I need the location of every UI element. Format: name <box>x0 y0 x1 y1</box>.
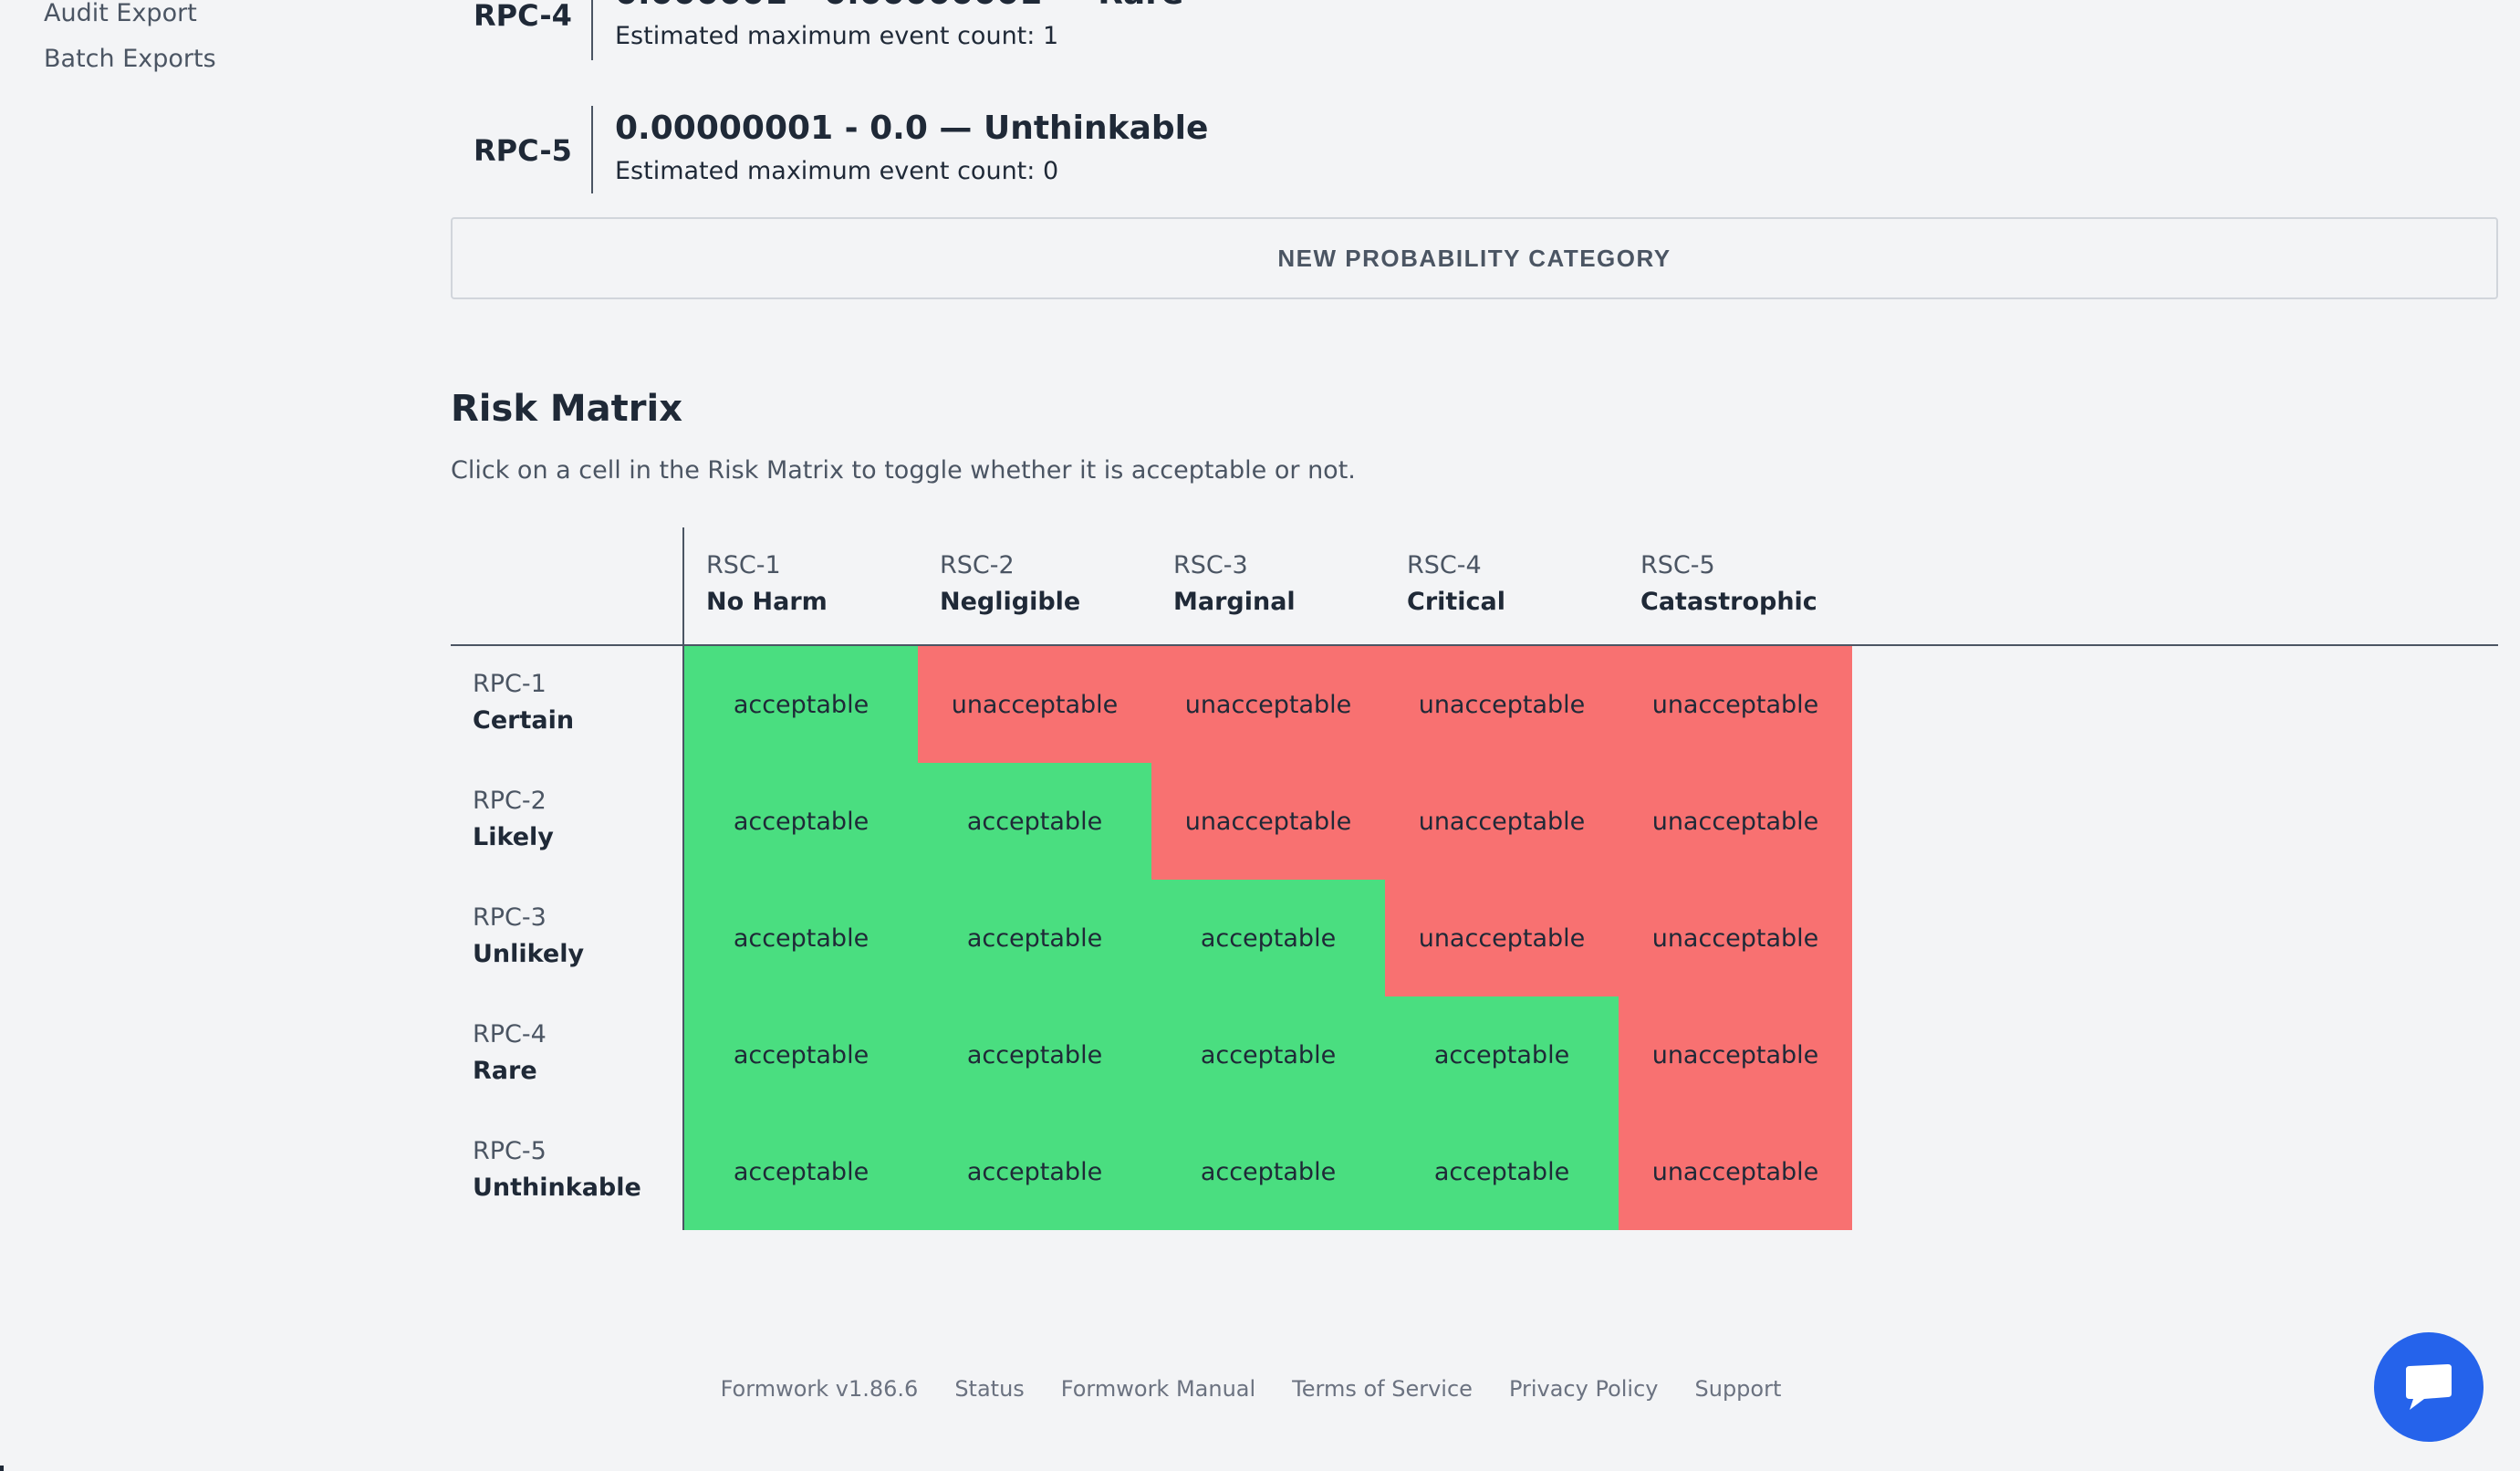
row-code: RPC-3 <box>473 903 547 932</box>
column-code: RSC-1 <box>706 551 781 579</box>
matrix-horizontal-divider <box>451 644 2498 646</box>
new-probability-category-button[interactable]: NEW PROBABILITY CATEGORY <box>451 217 2498 299</box>
matrix-cell-rpc3-rsc4[interactable]: unacceptable <box>1385 880 1619 996</box>
matrix-cell-rpc1-rsc5[interactable]: unacceptable <box>1619 646 1852 763</box>
column-header-rsc-3: RSC-3 Marginal <box>1151 548 1385 621</box>
footer-support-link[interactable]: Support <box>1694 1376 1782 1402</box>
column-code: RSC-3 <box>1173 551 1248 579</box>
matrix-cell-rpc5-rsc3[interactable]: acceptable <box>1151 1113 1385 1230</box>
matrix-cell-rpc2-rsc4[interactable]: unacceptable <box>1385 763 1619 880</box>
column-header-rsc-1: RSC-1 No Harm <box>684 548 918 621</box>
row-name: Unthinkable <box>473 1174 641 1202</box>
matrix-vertical-divider <box>682 527 684 1230</box>
row-header-rpc-3: RPC-3 Unlikely <box>473 900 681 973</box>
row-header-rpc-2: RPC-2 Likely <box>473 783 681 856</box>
matrix-cell-rpc1-rsc3[interactable]: unacceptable <box>1151 646 1385 763</box>
probability-category-code: RPC-5 <box>474 133 572 168</box>
row-name: Rare <box>473 1057 537 1085</box>
probability-category-count: Estimated maximum event count: 1 <box>615 22 1059 50</box>
row-name: Likely <box>473 823 554 851</box>
column-header-rsc-5: RSC-5 Catastrophic <box>1619 548 1852 621</box>
matrix-cell-rpc2-rsc5[interactable]: unacceptable <box>1619 763 1852 880</box>
matrix-cell-rpc3-rsc2[interactable]: acceptable <box>918 880 1151 996</box>
probability-category-rpc-4[interactable]: RPC-4 0.000001 - 0.00000001 — Rare Estim… <box>451 0 1728 60</box>
matrix-cell-rpc2-rsc3[interactable]: unacceptable <box>1151 763 1385 880</box>
row-code: RPC-4 <box>473 1020 547 1048</box>
footer-terms-link[interactable]: Terms of Service <box>1292 1376 1473 1402</box>
sidebar-item-batch-exports[interactable]: Batch Exports <box>44 45 216 73</box>
row-code: RPC-2 <box>473 787 547 815</box>
divider <box>591 106 593 193</box>
matrix-cell-rpc4-rsc2[interactable]: acceptable <box>918 996 1151 1113</box>
row-header-rpc-4: RPC-4 Rare <box>473 1017 681 1090</box>
matrix-cell-rpc2-rsc2[interactable]: acceptable <box>918 763 1151 880</box>
matrix-cell-rpc5-rsc5[interactable]: unacceptable <box>1619 1113 1852 1230</box>
sidebar-item-audit-export[interactable]: Audit Export <box>44 0 197 27</box>
row-code: RPC-1 <box>473 670 547 698</box>
column-name: Critical <box>1407 588 1506 616</box>
row-name: Certain <box>473 706 575 735</box>
probability-category-title: 0.00000001 - 0.0 — Unthinkable <box>615 110 1209 147</box>
row-name: Unlikely <box>473 940 585 968</box>
column-header-rsc-4: RSC-4 Critical <box>1385 548 1619 621</box>
matrix-cell-rpc4-rsc1[interactable]: acceptable <box>684 996 918 1113</box>
sidebar: Audit Export Batch Exports <box>44 0 372 82</box>
column-name: Catastrophic <box>1640 588 1817 616</box>
matrix-cell-rpc3-rsc5[interactable]: unacceptable <box>1619 880 1852 996</box>
risk-matrix-description: Click on a cell in the Risk Matrix to to… <box>451 456 1356 485</box>
matrix-cell-rpc4-rsc3[interactable]: acceptable <box>1151 996 1385 1113</box>
matrix-cell-rpc3-rsc1[interactable]: acceptable <box>684 880 918 996</box>
column-code: RSC-4 <box>1407 551 1482 579</box>
matrix-cell-rpc1-rsc1[interactable]: acceptable <box>684 646 918 763</box>
footer-status-link[interactable]: Status <box>954 1376 1025 1402</box>
column-name: Marginal <box>1173 588 1296 616</box>
column-name: No Harm <box>706 588 828 616</box>
matrix-cell-rpc4-rsc4[interactable]: acceptable <box>1385 996 1619 1113</box>
chat-button[interactable] <box>2374 1332 2484 1442</box>
column-name: Negligible <box>940 588 1081 616</box>
risk-matrix: RSC-1 No Harm RSC-2 Negligible RSC-3 Mar… <box>451 527 2498 1230</box>
matrix-cell-rpc2-rsc1[interactable]: acceptable <box>684 763 918 880</box>
footer: Formwork v1.86.6 Status Formwork Manual … <box>0 1376 2520 1402</box>
divider <box>591 0 593 60</box>
column-code: RSC-5 <box>1640 551 1715 579</box>
footer-privacy-link[interactable]: Privacy Policy <box>1508 1376 1659 1402</box>
row-header-rpc-5: RPC-5 Unthinkable <box>473 1133 681 1206</box>
column-code: RSC-2 <box>940 551 1015 579</box>
matrix-cell-rpc4-rsc5[interactable]: unacceptable <box>1619 996 1852 1113</box>
probability-category-rpc-5[interactable]: RPC-5 0.00000001 - 0.0 — Unthinkable Est… <box>451 106 1728 193</box>
probability-category-count: Estimated maximum event count: 0 <box>615 157 1059 185</box>
matrix-cell-rpc1-rsc2[interactable]: unacceptable <box>918 646 1151 763</box>
probability-category-code: RPC-4 <box>474 0 572 33</box>
risk-matrix-title: Risk Matrix <box>451 388 683 430</box>
footer-version-link[interactable]: Formwork v1.86.6 <box>720 1376 919 1402</box>
row-header-rpc-1: RPC-1 Certain <box>473 666 681 739</box>
matrix-cell-rpc5-rsc1[interactable]: acceptable <box>684 1113 918 1230</box>
row-code: RPC-5 <box>473 1137 547 1165</box>
matrix-cell-rpc5-rsc2[interactable]: acceptable <box>918 1113 1151 1230</box>
chat-bubble-icon <box>2400 1361 2457 1414</box>
column-header-rsc-2: RSC-2 Negligible <box>918 548 1151 621</box>
footer-manual-link[interactable]: Formwork Manual <box>1060 1376 1256 1402</box>
probability-category-title: 0.000001 - 0.00000001 — Rare <box>615 0 1183 12</box>
window-corner <box>0 1466 4 1471</box>
matrix-cell-rpc5-rsc4[interactable]: acceptable <box>1385 1113 1619 1230</box>
matrix-cell-rpc1-rsc4[interactable]: unacceptable <box>1385 646 1619 763</box>
matrix-cell-rpc3-rsc3[interactable]: acceptable <box>1151 880 1385 996</box>
